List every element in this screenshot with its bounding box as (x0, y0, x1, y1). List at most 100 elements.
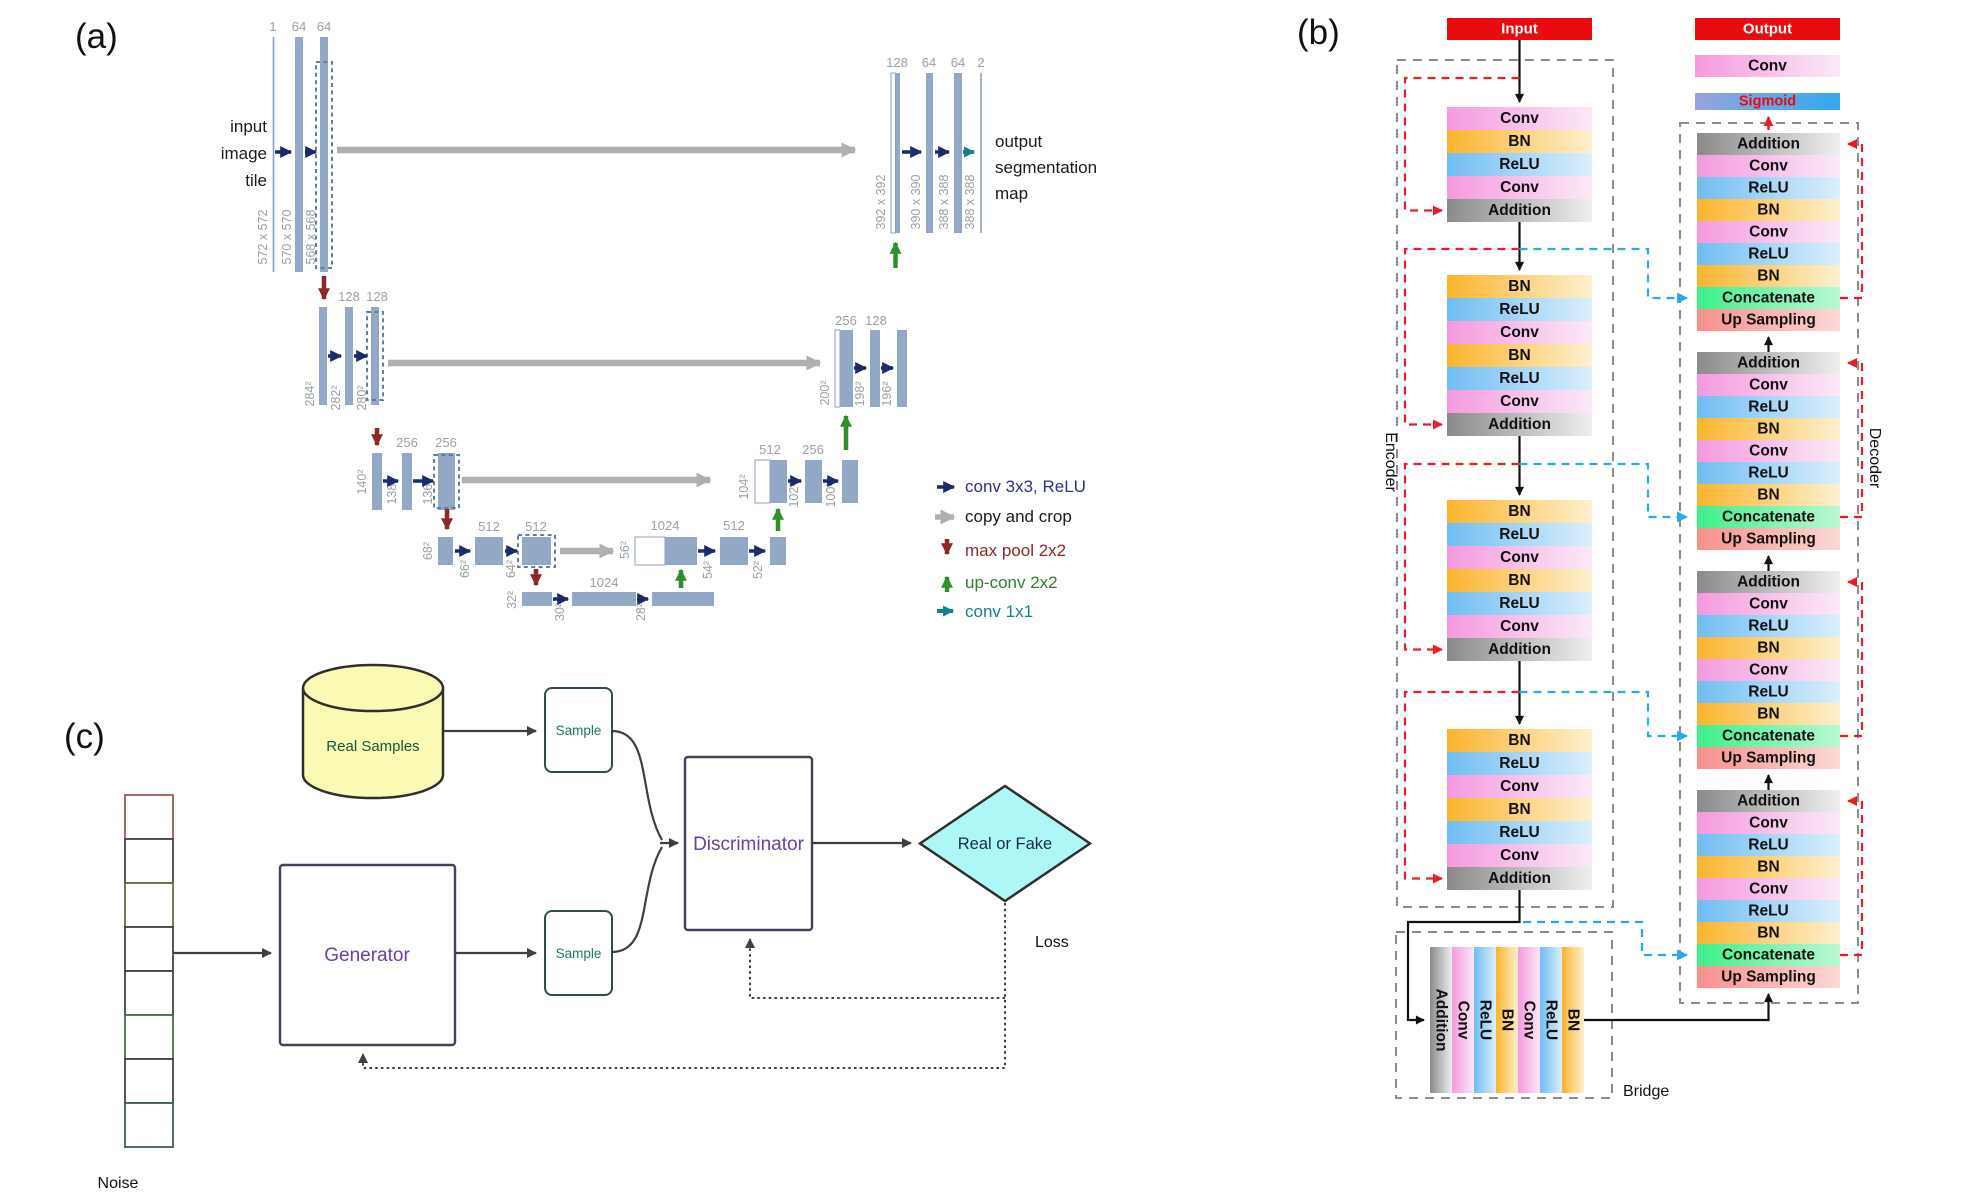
legend-copy-crop-label: copy and crop (965, 507, 1072, 526)
real-or-fake-label: Real or Fake (958, 835, 1052, 853)
dec-l4-col2 (720, 537, 748, 565)
dec-l1-col3 (954, 73, 962, 233)
encoder-box (1396, 59, 1614, 908)
input-bar (1447, 18, 1592, 40)
dim-label: 28² (634, 603, 648, 621)
layer-label: Conv (1500, 393, 1539, 410)
channel-label: 512 (478, 519, 500, 534)
dim-label: 568 x 568 (304, 210, 318, 265)
output-annotation: map (995, 184, 1028, 203)
decoder-group-2: Addition Conv ReLU BN Conv ReLU BN Conca… (1697, 352, 1840, 550)
output-annotation: segmentation (995, 158, 1097, 177)
dec-l2-col2 (870, 330, 880, 407)
dec-l2-upconv-block (834, 329, 841, 408)
conv3x3-arrows (275, 146, 951, 605)
dim-label: 282² (329, 385, 343, 410)
decoder-group-4: Addition Conv ReLU BN Conv ReLU BN Conca… (1697, 790, 1840, 988)
dim-label: 32² (505, 591, 519, 609)
layer-label: BN (1757, 268, 1779, 285)
legend-upconv-label: up-conv 2x2 (965, 573, 1058, 592)
layer-label: Concatenate (1722, 728, 1815, 745)
enc-l4-col2 (475, 537, 503, 565)
dim-label: 390 x 390 (909, 175, 923, 230)
layer-label: Addition (1488, 416, 1551, 433)
dim-label: 388 x 388 (937, 175, 951, 230)
dim-label: 196² (880, 381, 894, 406)
layer-label: ReLU (1499, 595, 1539, 612)
dim-label: 102² (787, 482, 801, 507)
channel-label: 1024 (651, 518, 680, 533)
layer-label: BN (1499, 1009, 1516, 1031)
layer-label: Conv (1500, 778, 1539, 795)
enc-l3-col1 (372, 453, 382, 510)
panel-b-label: (b) (1297, 13, 1340, 52)
output-bar-label: Output (1743, 21, 1792, 38)
layer-label: ReLU (1748, 903, 1788, 920)
channel-label: 1024 (590, 575, 619, 590)
dec-l3-upconv-block (754, 459, 771, 504)
layer-label: Addition (1737, 574, 1800, 591)
layer-label: ReLU (1543, 1000, 1560, 1040)
real-samples-label: Real Samples (326, 738, 419, 755)
sigmoid-bar (1695, 93, 1840, 110)
bridge-block: Addition Conv ReLU BN Conv ReLU BN (1430, 947, 1584, 1093)
enc-l1-col3 (320, 37, 328, 272)
channel-label: 256 (802, 442, 824, 457)
layer-label: BN (1508, 347, 1530, 364)
input-annotation: tile (245, 171, 267, 190)
decoder-residual-skips (1840, 139, 1864, 957)
decoder-side-label: Decoder (1866, 428, 1883, 489)
legend-conv1x1-label: conv 1x1 (965, 602, 1033, 621)
layer-label: ReLU (1748, 684, 1788, 701)
layer-label: Conv (1749, 158, 1788, 175)
layer-label: Conv (1500, 618, 1539, 635)
dec-l3-col2 (805, 460, 822, 503)
layer-label: Conv (1749, 377, 1788, 394)
dec-l3-col3 (842, 460, 858, 503)
channel-label: 64 (922, 55, 936, 70)
input-annotation: input (230, 117, 267, 136)
channel-label: 128 (338, 289, 360, 304)
channel-label: 512 (525, 519, 547, 534)
dim-label: 198² (853, 381, 867, 406)
enc-l2-col1 (319, 307, 327, 405)
noise-label: Noise (98, 1175, 139, 1192)
layer-label: BN (1508, 133, 1530, 150)
layer-label: ReLU (1748, 246, 1788, 263)
layer-label: Conv (1500, 847, 1539, 864)
panel-a-label: (a) (75, 17, 118, 56)
dim-label: 284² (303, 381, 317, 406)
encoder-block-1: Conv BN ReLU Conv Addition (1447, 107, 1592, 222)
dim-label: 200² (818, 380, 832, 405)
layer-label: BN (1508, 278, 1530, 295)
dim-label: 572 x 572 (256, 210, 270, 265)
encoder-block-2: BN ReLU Conv BN ReLU Conv Addition (1447, 275, 1592, 436)
output-conv-bar (1695, 55, 1840, 77)
layer-label: Conv (1500, 179, 1539, 196)
layer-label: ReLU (1499, 156, 1539, 173)
layer-label: ReLU (1748, 618, 1788, 635)
layer-label: Addition (1488, 870, 1551, 887)
channel-label: 2 (977, 55, 984, 70)
layer-label: Concatenate (1722, 290, 1815, 307)
layer-label: ReLU (1499, 370, 1539, 387)
enc-l3-col2 (402, 453, 412, 510)
enc-l2-col2 (345, 307, 353, 405)
layer-label: ReLU (1499, 824, 1539, 841)
dim-label: 52² (751, 561, 765, 579)
dec-l3-copy-block (770, 460, 787, 503)
channel-label: 1 (269, 19, 276, 34)
channel-label: 512 (759, 442, 781, 457)
encoder-residual-skips (1403, 76, 1520, 884)
generator-box (278, 863, 457, 1047)
dim-label: 66² (458, 560, 472, 578)
layer-label: Addition (1737, 793, 1800, 810)
channel-label: 128 (886, 55, 908, 70)
layer-label: Addition (1737, 355, 1800, 372)
layer-label: Up Sampling (1721, 750, 1816, 767)
panel-c-label: (c) (64, 717, 105, 756)
encoder-side-label: Encoder (1382, 432, 1399, 492)
layer-label: Addition (1433, 989, 1450, 1052)
dim-label: 30² (553, 603, 567, 621)
generator-label: Generator (324, 945, 410, 966)
